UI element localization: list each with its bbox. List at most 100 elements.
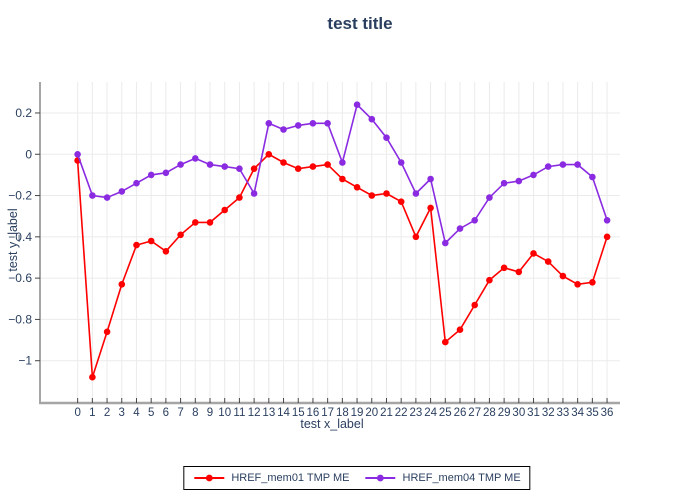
data-point[interactable]: [221, 163, 228, 170]
data-point[interactable]: [515, 177, 523, 185]
x-tick-label: 23: [409, 407, 422, 419]
data-point[interactable]: [236, 165, 243, 172]
data-point[interactable]: [544, 163, 552, 170]
data-point[interactable]: [500, 179, 508, 187]
data-point[interactable]: [500, 264, 508, 272]
data-point[interactable]: [397, 198, 405, 205]
data-point[interactable]: [280, 126, 287, 133]
data-point[interactable]: [265, 151, 273, 158]
data-point[interactable]: [368, 192, 376, 199]
x-tick-label: 10: [218, 407, 231, 419]
data-point[interactable]: [250, 165, 258, 172]
x-tick-label: 31: [527, 407, 540, 419]
data-point[interactable]: [530, 250, 537, 257]
data-point[interactable]: [118, 281, 126, 288]
x-tick-label: 21: [380, 407, 393, 419]
y-axis-title: test y_label: [6, 208, 20, 272]
x-tick-label: 13: [262, 407, 275, 419]
data-point[interactable]: [456, 225, 464, 232]
data-point[interactable]: [574, 161, 581, 168]
data-point[interactable]: [559, 272, 567, 280]
data-point[interactable]: [559, 161, 567, 168]
data-point[interactable]: [309, 120, 317, 127]
data-point[interactable]: [162, 169, 170, 177]
data-point[interactable]: [309, 163, 317, 170]
data-point[interactable]: [589, 173, 596, 181]
data-point[interactable]: [206, 219, 214, 226]
x-tick-label: 17: [321, 407, 334, 419]
data-point[interactable]: [103, 328, 111, 336]
data-point[interactable]: [530, 171, 537, 179]
data-point[interactable]: [294, 122, 302, 129]
x-tick-label: 8: [192, 407, 198, 419]
x-tick-label: 6: [163, 407, 169, 419]
data-point[interactable]: [603, 233, 611, 241]
data-point[interactable]: [368, 115, 376, 123]
y-tick-label: −0.6: [8, 271, 32, 285]
data-point[interactable]: [544, 258, 552, 265]
data-point[interactable]: [89, 373, 96, 381]
data-point[interactable]: [353, 184, 361, 191]
data-point[interactable]: [133, 179, 140, 187]
data-point[interactable]: [456, 326, 464, 334]
data-point[interactable]: [103, 194, 111, 201]
data-point[interactable]: [162, 248, 170, 255]
data-point[interactable]: [471, 217, 479, 224]
x-tick-label: 2: [104, 407, 110, 419]
data-point[interactable]: [74, 151, 81, 158]
data-point[interactable]: [206, 161, 214, 168]
data-point[interactable]: [353, 101, 361, 108]
data-point[interactable]: [603, 217, 611, 224]
data-point[interactable]: [383, 190, 390, 197]
y-tick-label: 0: [25, 147, 32, 161]
x-tick-label: 19: [351, 407, 364, 419]
data-point[interactable]: [427, 204, 434, 212]
y-tick-label: −0.2: [8, 189, 32, 203]
data-point[interactable]: [412, 190, 420, 197]
data-point[interactable]: [236, 194, 243, 201]
data-point[interactable]: [147, 237, 155, 245]
data-point[interactable]: [250, 190, 258, 197]
data-point[interactable]: [118, 188, 126, 195]
x-tick-label: 29: [498, 407, 511, 419]
legend-item-mem01[interactable]: HREF_mem01 TMP ME: [193, 472, 350, 484]
x-tick-label: 14: [277, 407, 290, 419]
data-point[interactable]: [471, 301, 479, 309]
data-point[interactable]: [515, 268, 523, 276]
data-point[interactable]: [324, 161, 331, 168]
data-point[interactable]: [589, 279, 596, 286]
data-point[interactable]: [486, 194, 493, 201]
x-tick-label: 1: [89, 407, 95, 419]
data-point[interactable]: [397, 159, 405, 166]
data-point[interactable]: [442, 239, 449, 247]
legend-label: HREF_mem04 TMP ME: [402, 472, 521, 484]
data-point[interactable]: [427, 175, 434, 183]
data-point[interactable]: [192, 155, 199, 162]
data-point[interactable]: [133, 241, 140, 249]
data-point[interactable]: [383, 134, 390, 141]
y-tick-label: −0.8: [8, 312, 32, 326]
data-point[interactable]: [192, 219, 199, 226]
data-point[interactable]: [265, 120, 273, 127]
data-point[interactable]: [412, 233, 420, 241]
x-tick-label: 25: [439, 407, 452, 419]
data-point[interactable]: [177, 231, 184, 239]
data-point[interactable]: [280, 159, 287, 166]
data-point[interactable]: [324, 120, 331, 127]
x-tick-label: 4: [133, 407, 140, 419]
data-point[interactable]: [442, 338, 449, 346]
x-tick-label: 9: [207, 407, 213, 419]
data-point[interactable]: [177, 161, 184, 168]
data-point[interactable]: [147, 171, 155, 179]
data-point[interactable]: [89, 192, 96, 199]
data-point[interactable]: [339, 159, 346, 166]
data-point[interactable]: [574, 281, 581, 288]
legend-line-marker-icon: [194, 474, 225, 482]
data-point[interactable]: [486, 276, 493, 284]
chart-canvas[interactable]: 0 1 2 3 4 5 6 7 8 9 10 11 12 13 14 15 16 17 18 19 20 21 22 23 24…: [0, 0, 700, 460]
legend-item-mem04[interactable]: HREF_mem04 TMP ME: [365, 472, 521, 484]
data-point[interactable]: [221, 206, 228, 214]
data-point[interactable]: [339, 175, 346, 183]
legend-line-marker-icon: [365, 474, 396, 482]
data-point[interactable]: [294, 165, 302, 172]
